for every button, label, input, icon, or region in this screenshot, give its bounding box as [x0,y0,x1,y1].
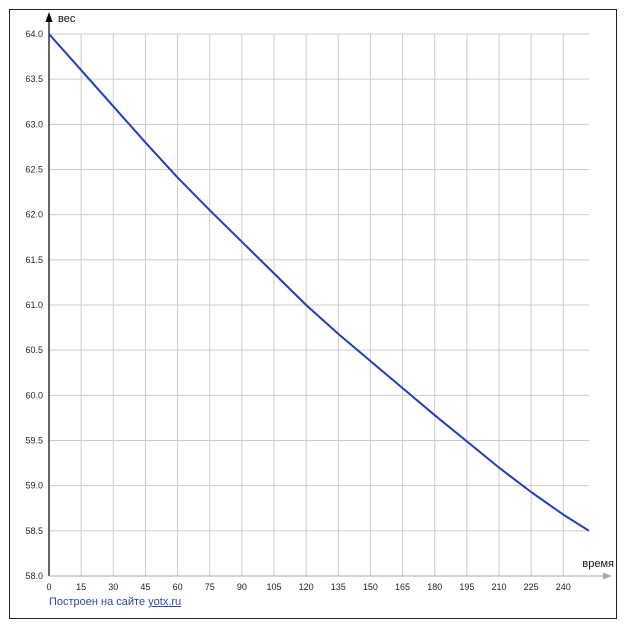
y-axis-title: вес [58,13,76,25]
y-tick-label: 63.0 [25,119,43,129]
x-tick-label: 165 [395,582,410,592]
chart-frame [9,9,617,619]
y-tick-label: 63.5 [25,74,43,84]
x-tick-label: 150 [363,582,378,592]
y-tick-label: 58.5 [25,526,43,536]
y-tick-label: 62.5 [25,165,43,175]
y-tick-label: 61.0 [25,300,43,310]
x-tick-label: 75 [205,582,215,592]
y-tick-label: 62.0 [25,210,43,220]
x-tick-label: 90 [237,582,247,592]
x-tick-label: 195 [459,582,474,592]
x-tick-label: 180 [427,582,442,592]
y-axis-arrow [45,12,53,22]
x-tick-label: 30 [108,582,118,592]
x-tick-label: 45 [140,582,150,592]
grid [49,33,589,576]
credit-link[interactable]: yotx.ru [148,596,182,608]
x-tick-label: 135 [331,582,346,592]
x-tick-label: 0 [46,582,51,592]
x-tick-label: 210 [491,582,506,592]
x-axis-title: время [582,558,614,570]
series-line [48,33,590,532]
tick-labels: 0 15 30 45 60 75 90 105 120 135 150 165 180 195 210 225… [25,29,570,592]
y-tick-label: 60.5 [25,345,43,355]
y-tick-label: 61.5 [25,255,43,265]
x-tick-label: 60 [173,582,183,592]
x-tick-label: 15 [76,582,86,592]
y-tick-label: 59.5 [25,436,43,446]
series-group [48,33,590,532]
y-tick-label: 59.0 [25,481,43,491]
axes [45,12,612,580]
x-tick-label: 240 [556,582,571,592]
x-tick-label: 225 [524,582,539,592]
y-tick-label: 60.0 [25,390,43,400]
credit-line: Построен на сайте yotx.ru [49,596,181,608]
y-tick-label: 58.0 [25,571,43,581]
y-tick-label: 64.0 [25,29,43,39]
x-axis-arrow [603,572,612,580]
x-tick-label: 105 [266,582,281,592]
x-tick-label: 120 [299,582,314,592]
credit-text: Построен на сайте [49,596,146,608]
